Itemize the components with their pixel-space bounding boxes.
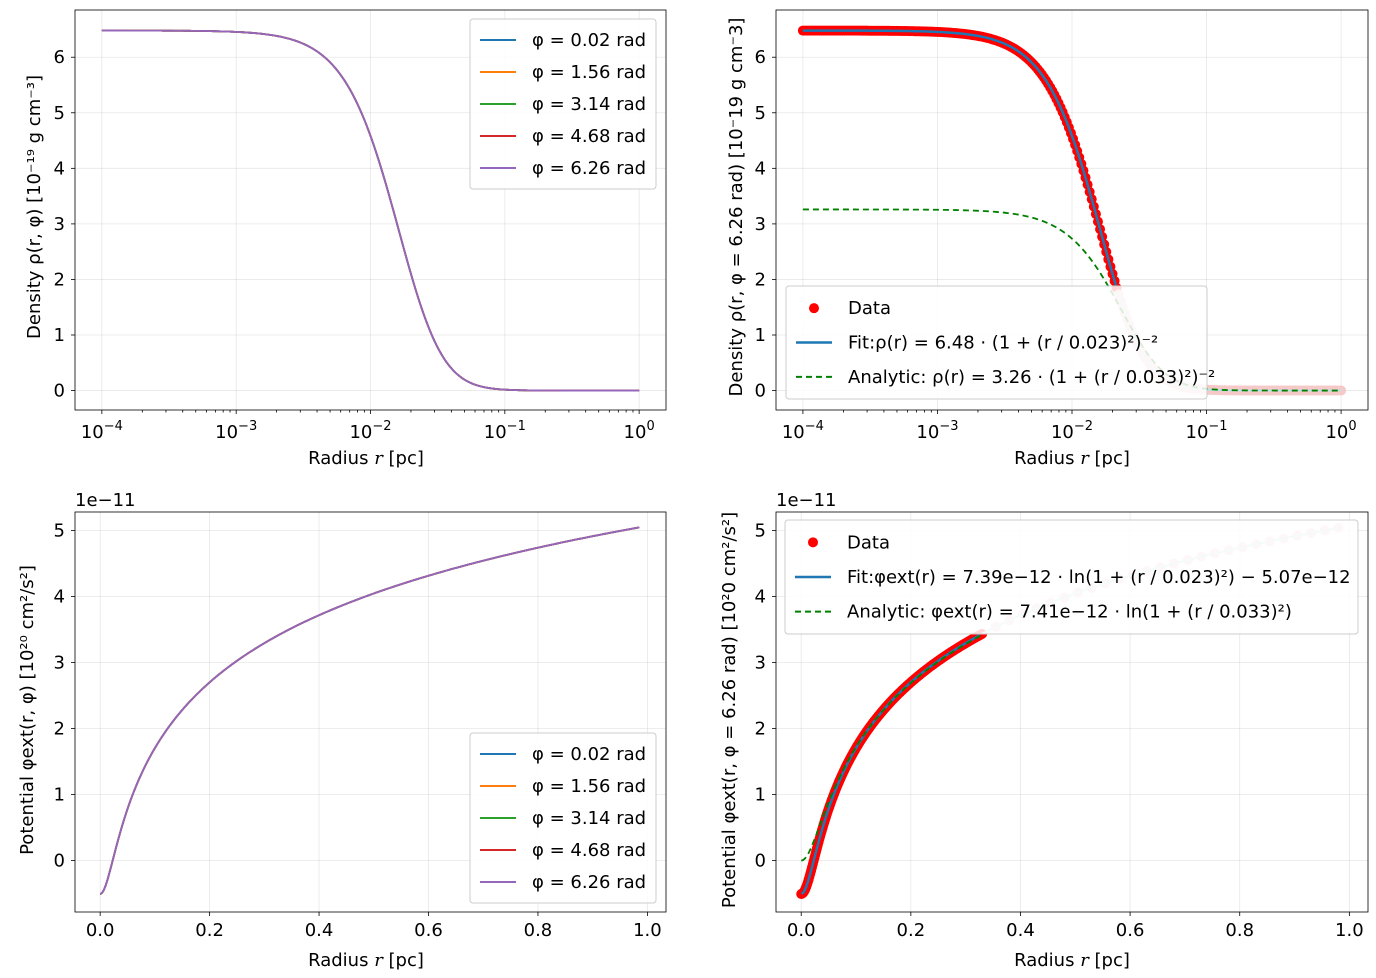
y-tick-label: 2	[755, 719, 766, 740]
legend-label: φ = 3.14 rad	[532, 94, 646, 115]
y-tick-label: 5	[755, 520, 766, 541]
chart-p4: Data Fit:φext(r) = 7.39e−12 · ln(1 + (r /…	[719, 490, 1369, 971]
y-axis-label: Potential φext(r, φ = 6.26 rad) [10²0 cm…	[719, 512, 740, 908]
legend-label: φ = 0.02 rad	[532, 744, 646, 765]
x-axis-label: Radius r [pc]	[308, 448, 424, 469]
axes-frame	[775, 511, 1369, 913]
legend-label: φ = 6.26 rad	[532, 872, 646, 893]
x-tick-label: 10−3	[215, 419, 257, 443]
x-tick-label: 10−2	[1051, 419, 1093, 443]
x-tick-label: 0.6	[414, 920, 443, 941]
x-tick-label: 10−2	[349, 419, 391, 443]
x-tick-label: 100	[624, 419, 655, 443]
x-tick-label: 0.4	[305, 920, 334, 941]
x-tick-label: 0.8	[1225, 920, 1254, 941]
legend-label: Data	[848, 298, 891, 319]
legend-frame	[469, 732, 657, 904]
x-tick-label: 10−4	[782, 419, 824, 443]
chart-p3: φ = 0.02 rad φ = 1.56 rad φ = 3.14 rad φ = …	[17, 490, 667, 971]
axis-offset-text: 1e−11	[75, 490, 136, 511]
series-line-5	[99, 526, 640, 895]
plot-area	[101, 29, 640, 392]
analytic-line	[801, 633, 983, 862]
legend-label: Analytic: ρ(r) = 3.26 · (1 + (r / 0.033)…	[848, 367, 1215, 388]
y-tick-label: 1	[755, 785, 766, 806]
x-tick-label: 1.0	[633, 920, 662, 941]
y-tick-label: 3	[755, 214, 766, 235]
legend-label: φ = 4.68 rad	[532, 840, 646, 861]
x-tick-label: 0.2	[195, 920, 224, 941]
y-tick-label: 3	[755, 652, 766, 673]
x-axis-label: Radius r [pc]	[1014, 950, 1130, 971]
y-tick-label: 0	[755, 381, 766, 402]
chart-p1: φ = 0.02 rad φ = 1.56 rad φ = 3.14 rad φ = …	[24, 9, 667, 469]
y-tick-label: 5	[54, 520, 65, 541]
y-tick-label: 2	[755, 269, 766, 290]
fit-line	[802, 29, 1118, 286]
y-tick-label: 4	[755, 158, 766, 179]
x-tick-label: 10−4	[81, 419, 123, 443]
data-point	[1336, 385, 1347, 396]
y-tick-label: 1	[54, 785, 65, 806]
y-tick-label: 3	[54, 214, 65, 235]
legend-label: Analytic: φext(r) = 7.41e−12 · ln(1 + (r…	[847, 602, 1292, 623]
x-axis-label: Radius r [pc]	[308, 950, 424, 971]
x-tick-label: 0.2	[897, 920, 926, 941]
y-axis-label: Potential φext(r, φ) [10²⁰ cm²/s²]	[17, 565, 38, 855]
legend-label: φ = 0.02 rad	[532, 30, 646, 51]
legend-frame	[469, 18, 657, 190]
y-tick-label: 0	[54, 851, 65, 872]
y-tick-label: 5	[755, 103, 766, 124]
y-tick-label: 3	[54, 652, 65, 673]
y-tick-label: 2	[54, 269, 65, 290]
x-tick-label: 1.0	[1335, 920, 1364, 941]
x-tick-label: 0.0	[787, 920, 816, 941]
y-tick-label: 4	[54, 586, 65, 607]
y-tick-label: 0	[54, 381, 65, 402]
axes-frame	[74, 511, 667, 913]
legend-label: Fit:ρ(r) = 6.48 · (1 + (r / 0.023)²)⁻²	[848, 333, 1158, 354]
y-tick-label: 4	[755, 586, 766, 607]
y-tick-label: 1	[755, 325, 766, 346]
x-tick-label: 0.8	[524, 920, 553, 941]
x-tick-label: 100	[1325, 419, 1356, 443]
legend-label: φ = 1.56 rad	[532, 62, 646, 83]
legend-marker	[809, 303, 819, 314]
legend-label: Data	[847, 532, 890, 553]
x-tick-label: 10−3	[916, 419, 958, 443]
y-axis-label: Density ρ(r, φ) [10⁻¹⁹ g cm⁻³]	[24, 75, 45, 339]
legend-marker	[808, 537, 818, 548]
chart-p2: Data Fit:ρ(r) = 6.48 · (1 + (r / 0.023)²)…	[726, 9, 1369, 469]
analytic-line	[802, 208, 1342, 392]
legend-frame	[785, 285, 1208, 400]
x-tick-label: 0.4	[1006, 920, 1035, 941]
legend-label: φ = 3.14 rad	[532, 808, 646, 829]
legend-frame	[784, 519, 1359, 635]
y-tick-label: 6	[755, 47, 766, 68]
x-tick-label: 10−1	[1186, 419, 1228, 443]
x-axis-label: Radius r [pc]	[1014, 448, 1130, 469]
plot-area	[99, 526, 640, 895]
series-line-5	[101, 29, 640, 392]
x-tick-label: 0.0	[86, 920, 115, 941]
y-tick-label: 6	[54, 47, 65, 68]
y-tick-label: 0	[755, 851, 766, 872]
legend-label: Fit:φext(r) = 7.39e−12 · ln(1 + (r / 0.0…	[847, 567, 1351, 588]
x-tick-label: 0.6	[1116, 920, 1145, 941]
y-tick-label: 2	[54, 719, 65, 740]
legend-label: φ = 4.68 rad	[532, 126, 646, 147]
y-tick-label: 4	[54, 158, 65, 179]
legend-label: φ = 1.56 rad	[532, 776, 646, 797]
legend-label: φ = 6.26 rad	[532, 158, 646, 179]
axis-offset-text: 1e−11	[776, 490, 837, 511]
x-tick-label: 10−1	[484, 419, 526, 443]
y-tick-label: 5	[54, 103, 65, 124]
y-axis-label: Density ρ(r, φ = 6.26 rad) [10⁻19 g cm⁻3…	[726, 18, 747, 397]
y-tick-label: 1	[54, 325, 65, 346]
